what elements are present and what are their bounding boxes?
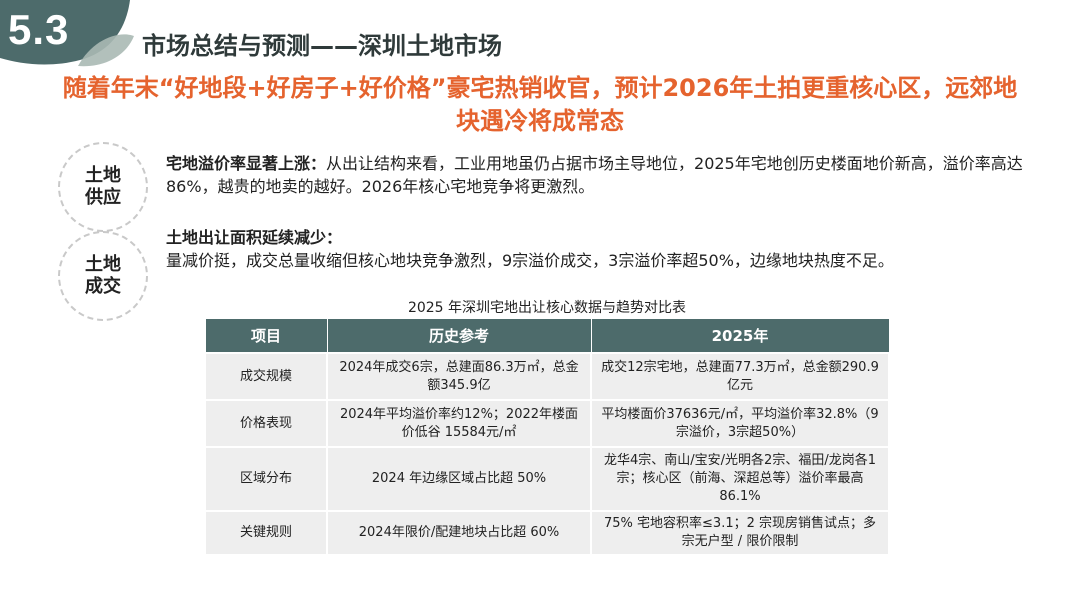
header-history: 历史参考 — [326, 318, 592, 354]
table-row: 关键规则 2024年限价/配建地块占比超 60% 75% 宅地容积率≤3.1；2… — [204, 510, 890, 556]
table-cell: 2024年成交6宗，总建面86.3万㎡，总金额345.9亿 — [326, 352, 592, 401]
table-cell: 区域分布 — [204, 446, 328, 512]
table-title: 2025 年深圳宅地出让核心数据与趋势对比表 — [407, 300, 687, 316]
land-supply-paragraph: 宅地溢价率显著上涨：从出让结构来看，工业用地虽仍占据市场主导地位，2025年宅地… — [166, 152, 1026, 198]
land-supply-text: 从出让结构来看，工业用地虽仍占据市场主导地位，2025年宅地创历史楼面地价新高，… — [166, 154, 1023, 196]
table-header-row: 项目 历史参考 2025年 — [204, 318, 890, 354]
headline: 随着年末“好地段+好房子+好价格”豪宅热销收官，预计2026年土拍更重核心区，远… — [62, 74, 1018, 135]
table-cell: 2024年平均溢价率约12%；2022年楼面价低谷 15584元/㎡ — [326, 399, 592, 448]
table-cell: 成交规模 — [204, 352, 328, 401]
table-row: 成交规模 2024年成交6宗，总建面86.3万㎡，总金额345.9亿 成交12宗… — [204, 352, 890, 401]
land-supply-badge: 土地供应 — [58, 142, 148, 232]
table-cell: 2024 年边缘区域占比超 50% — [326, 446, 592, 512]
page-title: 市场总结与预测——深圳土地市场 — [142, 32, 502, 60]
section-number: 5.3 — [8, 6, 70, 53]
land-deal-label: 土地成交 — [85, 254, 121, 297]
table-cell: 关键规则 — [204, 510, 328, 556]
table-cell: 价格表现 — [204, 399, 328, 448]
table-row: 区域分布 2024 年边缘区域占比超 50% 龙华4宗、南山/宝安/光明各2宗、… — [204, 446, 890, 512]
land-deal-lead: 土地出让面积延续减少： — [166, 228, 343, 247]
header-item: 项目 — [204, 318, 328, 354]
land-supply-lead: 宅地溢价率显著上涨： — [166, 154, 327, 173]
land-deal-badge: 土地成交 — [58, 231, 148, 321]
land-supply-label: 土地供应 — [85, 165, 121, 208]
table-cell: 平均楼面价37636元/㎡，平均溢价率32.8%（9宗溢价，3宗超50%） — [590, 399, 890, 448]
table-cell: 2024年限价/配建地块占比超 60% — [326, 510, 592, 556]
corner-decoration — [0, 0, 134, 67]
table-row: 价格表现 2024年平均溢价率约12%；2022年楼面价低谷 15584元/㎡ … — [204, 399, 890, 448]
land-deal-paragraph: 土地出让面积延续减少： 量减价挺，成交总量收缩但核心地块竞争激烈，9宗溢价成交，… — [166, 226, 996, 272]
data-table: 项目 历史参考 2025年 成交规模 2024年成交6宗，总建面86.3万㎡，总… — [204, 318, 890, 556]
table-cell: 成交12宗宅地，总建面77.3万㎡，总金额290.9亿元 — [590, 352, 890, 401]
land-deal-text: 量减价挺，成交总量收缩但核心地块竞争激烈，9宗溢价成交，3宗溢价率超50%，边缘… — [166, 251, 894, 270]
table-cell: 75% 宅地容积率≤3.1；2 宗现房销售试点；多宗无户型 / 限价限制 — [590, 510, 890, 556]
header-2025: 2025年 — [590, 318, 890, 354]
table-cell: 龙华4宗、南山/宝安/光明各2宗、福田/龙岗各1宗；核心区（前海、深超总等）溢价… — [590, 446, 890, 512]
